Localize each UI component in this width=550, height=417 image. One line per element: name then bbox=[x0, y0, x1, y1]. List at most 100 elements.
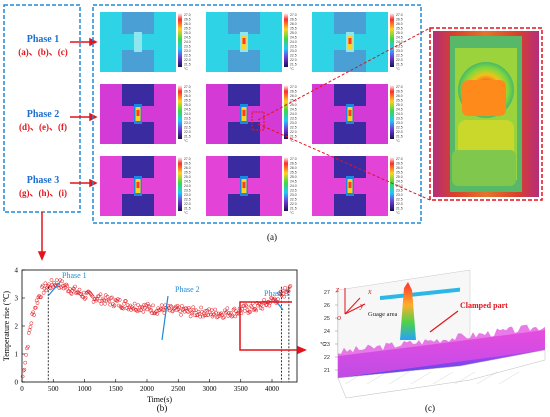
colorbar bbox=[284, 157, 288, 211]
colorbar bbox=[284, 13, 288, 67]
colorbar-tick: 25.0 bbox=[396, 103, 403, 107]
colorbar-tick: 27.0 bbox=[184, 85, 191, 89]
colorbar-tick: 21.5 bbox=[290, 63, 297, 67]
colorbar-tick: 22.5 bbox=[396, 198, 403, 202]
y-axis-label: Temperature rise (℃) bbox=[2, 291, 11, 362]
data-point bbox=[233, 314, 238, 319]
colorbar-tick: 26.5 bbox=[396, 90, 403, 94]
thermal-grid: 27.026.526.025.525.024.524.023.523.022.5… bbox=[98, 10, 410, 218]
data-point bbox=[28, 325, 33, 329]
data-point bbox=[89, 293, 94, 298]
upper-clamp bbox=[122, 84, 154, 106]
data-point bbox=[47, 282, 51, 287]
data-point bbox=[157, 307, 161, 312]
data-point bbox=[250, 305, 254, 310]
data-point bbox=[35, 301, 40, 305]
colorbar-tick: 24.5 bbox=[396, 36, 403, 40]
colorbar-tick: 27.0 bbox=[184, 157, 191, 161]
colorbar-tick: 22.0 bbox=[290, 202, 297, 206]
data-point bbox=[282, 294, 287, 299]
panel-label-c: (c) bbox=[425, 403, 435, 413]
colorbar-tick: 25.5 bbox=[396, 27, 403, 31]
colorbar-tick: °C bbox=[184, 139, 188, 143]
data-point bbox=[125, 303, 130, 307]
colorbar-tick: 21.5 bbox=[290, 207, 297, 211]
thermal-image-r1-c2: 27.026.526.025.525.024.524.023.523.022.5… bbox=[204, 10, 304, 74]
data-point bbox=[187, 305, 191, 310]
data-point bbox=[77, 287, 82, 292]
colorbar-tick: 25.5 bbox=[290, 171, 297, 175]
z-tick-label: 22 bbox=[324, 355, 330, 361]
colorbar-tick: 25.0 bbox=[184, 103, 191, 107]
colorbar-tick: °C bbox=[396, 139, 400, 143]
colorbar-tick: 26.5 bbox=[184, 18, 191, 22]
data-point bbox=[242, 303, 246, 308]
x-tick-label: 1000 bbox=[78, 385, 93, 393]
data-point bbox=[41, 291, 46, 295]
phase-2-items: (d)、(e)、(f) bbox=[19, 122, 67, 132]
colorbar-tick: 26.0 bbox=[396, 22, 403, 26]
data-point bbox=[82, 290, 86, 295]
data-point bbox=[97, 299, 102, 303]
colorbar-tick: 23.0 bbox=[290, 121, 297, 125]
data-point bbox=[190, 310, 195, 315]
x-tick-label: 500 bbox=[48, 385, 59, 393]
colorbar-tick: 24.0 bbox=[184, 112, 191, 116]
data-point bbox=[117, 303, 121, 308]
colorbar-tick: °C bbox=[290, 67, 294, 71]
data-point bbox=[243, 303, 248, 307]
data-point bbox=[111, 304, 116, 309]
colorbar-tick: 22.5 bbox=[290, 198, 297, 202]
colorbar-tick: 25.0 bbox=[290, 175, 297, 179]
colorbar-tick: 22.5 bbox=[184, 54, 191, 58]
colorbar-tick: 26.5 bbox=[184, 162, 191, 166]
panel-label-a: (a) bbox=[267, 232, 277, 242]
colorbar-tick: 22.0 bbox=[396, 202, 403, 206]
data-point bbox=[107, 299, 112, 303]
colorbar-tick: 22.5 bbox=[396, 54, 403, 58]
y-tick-label: 1 bbox=[15, 351, 19, 359]
data-point bbox=[68, 291, 73, 295]
data-point bbox=[203, 309, 208, 313]
surface-noise bbox=[338, 324, 545, 378]
lower-clamp bbox=[228, 50, 260, 72]
data-point bbox=[182, 309, 187, 314]
data-point bbox=[235, 311, 239, 316]
data-point bbox=[196, 309, 201, 314]
data-point bbox=[285, 288, 290, 293]
data-point bbox=[260, 306, 265, 311]
colorbar-tick: 22.5 bbox=[290, 126, 297, 130]
z-tick-label: 26 bbox=[324, 303, 330, 309]
data-point bbox=[219, 311, 224, 316]
phase-1-label-group: Phase 1 (a)、(b)、(c) bbox=[18, 34, 67, 57]
colorbar-tick: 26.5 bbox=[396, 162, 403, 166]
data-point bbox=[286, 289, 291, 294]
data-point bbox=[169, 304, 174, 309]
data-point bbox=[186, 310, 190, 314]
y-tick-label: 2 bbox=[15, 323, 19, 331]
x-axis-label: Time(s) bbox=[147, 395, 172, 404]
data-point bbox=[243, 308, 247, 313]
data-point bbox=[136, 303, 140, 308]
data-point bbox=[39, 295, 43, 299]
z-unit-label: ℃ bbox=[320, 342, 327, 348]
colorbar bbox=[390, 157, 394, 211]
colorbar-tick: 25.0 bbox=[290, 103, 297, 107]
colorbar-tick: 23.0 bbox=[184, 121, 191, 125]
upper-clamp bbox=[334, 84, 366, 106]
x-tick-label: 4000 bbox=[265, 385, 280, 393]
data-point bbox=[112, 303, 117, 308]
colorbar-tick: 23.0 bbox=[396, 49, 403, 53]
colorbar-tick: 23.0 bbox=[396, 193, 403, 197]
colorbar-tick: °C bbox=[290, 139, 294, 143]
data-point bbox=[191, 305, 196, 310]
data-point bbox=[208, 310, 212, 315]
data-point bbox=[100, 298, 105, 303]
colorbar-tick: 26.0 bbox=[290, 94, 297, 98]
temperature-peak bbox=[400, 282, 416, 340]
data-point bbox=[98, 292, 103, 297]
data-point bbox=[187, 307, 192, 312]
data-point bbox=[139, 304, 144, 309]
data-point bbox=[155, 311, 160, 316]
colorbar-tick: 22.0 bbox=[184, 58, 191, 62]
